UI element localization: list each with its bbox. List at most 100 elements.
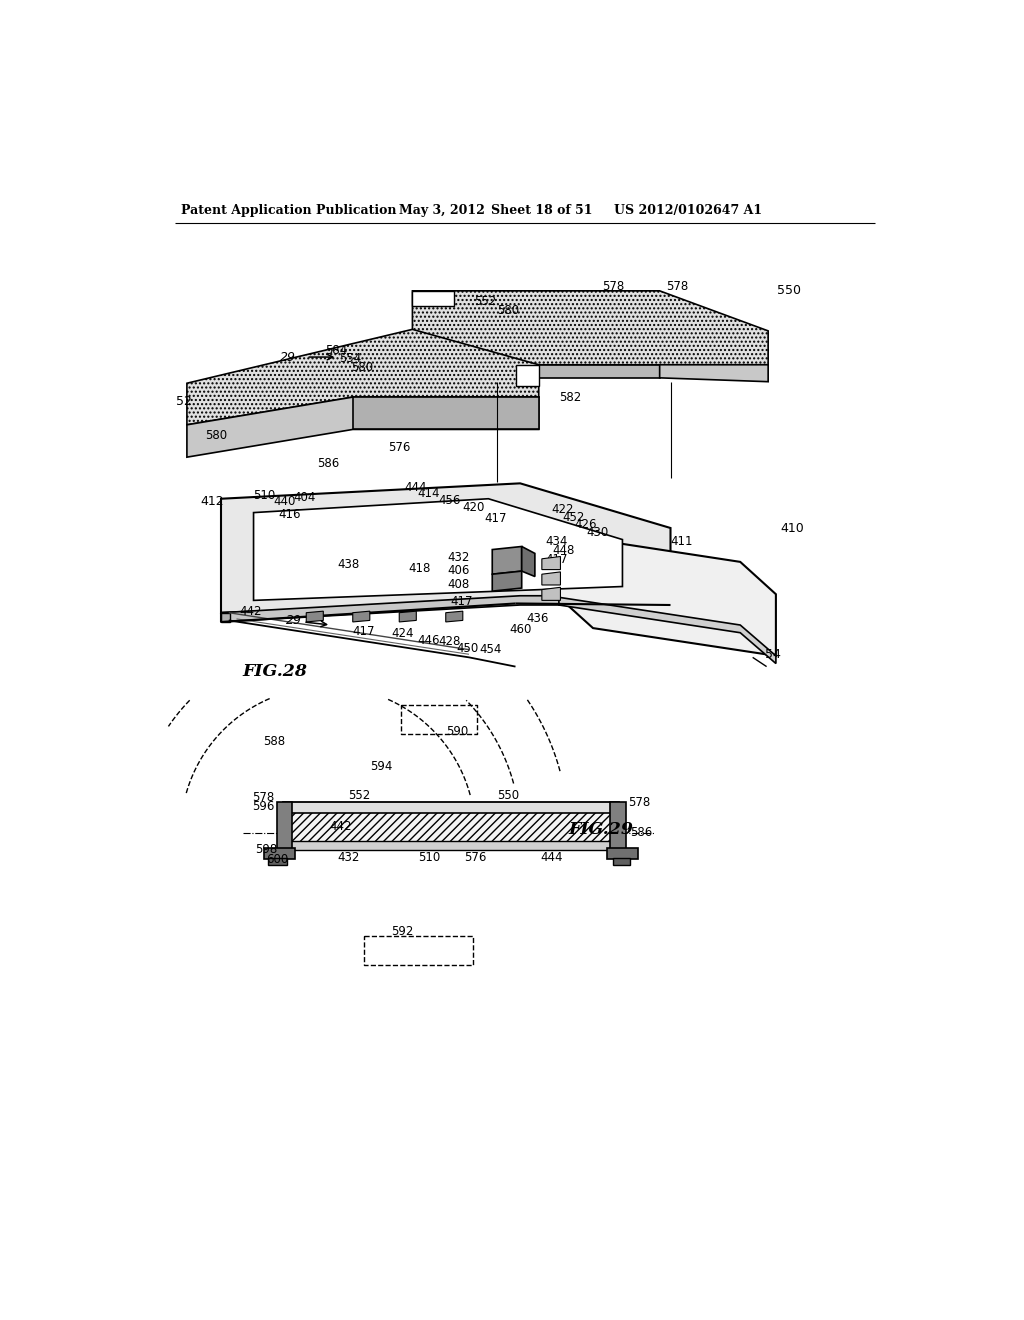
Polygon shape xyxy=(221,595,671,622)
Text: 584: 584 xyxy=(325,345,347,358)
Polygon shape xyxy=(352,611,370,622)
Text: 417: 417 xyxy=(545,553,567,566)
Polygon shape xyxy=(306,611,324,622)
Text: 580: 580 xyxy=(206,429,227,442)
Text: 554: 554 xyxy=(339,352,361,366)
Text: 586: 586 xyxy=(630,826,652,840)
Text: 52: 52 xyxy=(176,395,191,408)
Text: 550: 550 xyxy=(777,284,802,297)
Text: 426: 426 xyxy=(574,519,597,532)
Text: 510: 510 xyxy=(418,851,440,865)
Polygon shape xyxy=(286,841,616,850)
Text: 406: 406 xyxy=(447,564,470,577)
Text: 29: 29 xyxy=(280,351,296,363)
Text: 414: 414 xyxy=(418,487,440,500)
Text: 417: 417 xyxy=(484,512,507,525)
Text: 440: 440 xyxy=(273,495,296,508)
Polygon shape xyxy=(413,290,454,306)
Text: 600: 600 xyxy=(266,853,288,866)
Text: 417: 417 xyxy=(451,595,473,609)
Text: 592: 592 xyxy=(391,925,414,939)
Text: 588: 588 xyxy=(263,735,285,748)
Text: 510: 510 xyxy=(254,490,275,502)
Text: 456: 456 xyxy=(438,494,461,507)
Text: 460: 460 xyxy=(509,623,531,636)
Text: 594: 594 xyxy=(370,760,392,774)
Text: 438: 438 xyxy=(337,557,359,570)
Polygon shape xyxy=(413,290,768,364)
Text: 580: 580 xyxy=(497,305,519,317)
Text: 446: 446 xyxy=(418,634,440,647)
Text: 430: 430 xyxy=(587,527,609,539)
Text: 432: 432 xyxy=(337,851,359,865)
Text: 432: 432 xyxy=(447,550,470,564)
Polygon shape xyxy=(613,858,630,866)
Polygon shape xyxy=(493,572,521,591)
Text: 29: 29 xyxy=(286,614,302,627)
Text: 598: 598 xyxy=(255,843,278,857)
Polygon shape xyxy=(403,364,413,378)
Polygon shape xyxy=(610,803,626,851)
Text: Sheet 18 of 51: Sheet 18 of 51 xyxy=(490,205,592,218)
Text: 412: 412 xyxy=(201,495,224,508)
Polygon shape xyxy=(263,849,295,859)
Polygon shape xyxy=(607,849,638,859)
Text: 452: 452 xyxy=(562,511,585,524)
Text: 418: 418 xyxy=(409,562,431,576)
Text: 420: 420 xyxy=(463,500,485,513)
Text: 408: 408 xyxy=(447,578,470,591)
Polygon shape xyxy=(559,598,776,664)
Text: 436: 436 xyxy=(526,612,549,626)
Text: 590: 590 xyxy=(445,725,468,738)
Polygon shape xyxy=(542,587,560,601)
Text: 404: 404 xyxy=(294,491,316,504)
Text: 417: 417 xyxy=(352,624,375,638)
Text: 578: 578 xyxy=(252,791,274,804)
Text: US 2012/0102647 A1: US 2012/0102647 A1 xyxy=(614,205,762,218)
Text: 578: 578 xyxy=(602,280,625,293)
Polygon shape xyxy=(559,535,776,656)
Polygon shape xyxy=(399,611,417,622)
Polygon shape xyxy=(445,611,463,622)
Text: 578: 578 xyxy=(666,280,688,293)
Text: 448: 448 xyxy=(553,544,575,557)
Polygon shape xyxy=(352,397,539,429)
Text: 582: 582 xyxy=(559,391,582,404)
Text: 580: 580 xyxy=(351,362,374,375)
Polygon shape xyxy=(515,364,539,385)
Polygon shape xyxy=(493,546,521,574)
Polygon shape xyxy=(254,499,623,601)
Polygon shape xyxy=(221,483,671,612)
Text: 578: 578 xyxy=(628,796,650,809)
Text: Patent Application Publication: Patent Application Publication xyxy=(180,205,396,218)
Polygon shape xyxy=(276,803,292,851)
Text: 450: 450 xyxy=(457,642,479,655)
Text: 422: 422 xyxy=(551,503,573,516)
Polygon shape xyxy=(221,612,230,622)
Text: FIG.28: FIG.28 xyxy=(243,663,307,680)
Text: 442: 442 xyxy=(330,820,352,833)
Text: 550: 550 xyxy=(497,789,519,803)
Text: 444: 444 xyxy=(541,851,563,865)
Text: 552: 552 xyxy=(474,296,497,308)
Text: 586: 586 xyxy=(317,457,339,470)
Text: 424: 424 xyxy=(391,627,414,640)
Polygon shape xyxy=(521,546,535,577)
Text: 416: 416 xyxy=(279,508,301,520)
Polygon shape xyxy=(542,557,560,570)
Text: 576: 576 xyxy=(388,441,411,454)
Polygon shape xyxy=(286,813,616,842)
Text: 454: 454 xyxy=(480,643,502,656)
Polygon shape xyxy=(283,803,620,814)
Text: FIG.29: FIG.29 xyxy=(568,821,633,838)
Polygon shape xyxy=(413,364,659,378)
Polygon shape xyxy=(187,397,539,457)
Text: 434: 434 xyxy=(545,535,567,548)
Text: May 3, 2012: May 3, 2012 xyxy=(399,205,485,218)
Text: 54: 54 xyxy=(765,648,781,661)
Text: 428: 428 xyxy=(438,635,461,648)
Text: 552: 552 xyxy=(348,789,371,803)
Polygon shape xyxy=(267,858,287,866)
Text: 410: 410 xyxy=(780,521,804,535)
Text: 444: 444 xyxy=(403,480,426,494)
